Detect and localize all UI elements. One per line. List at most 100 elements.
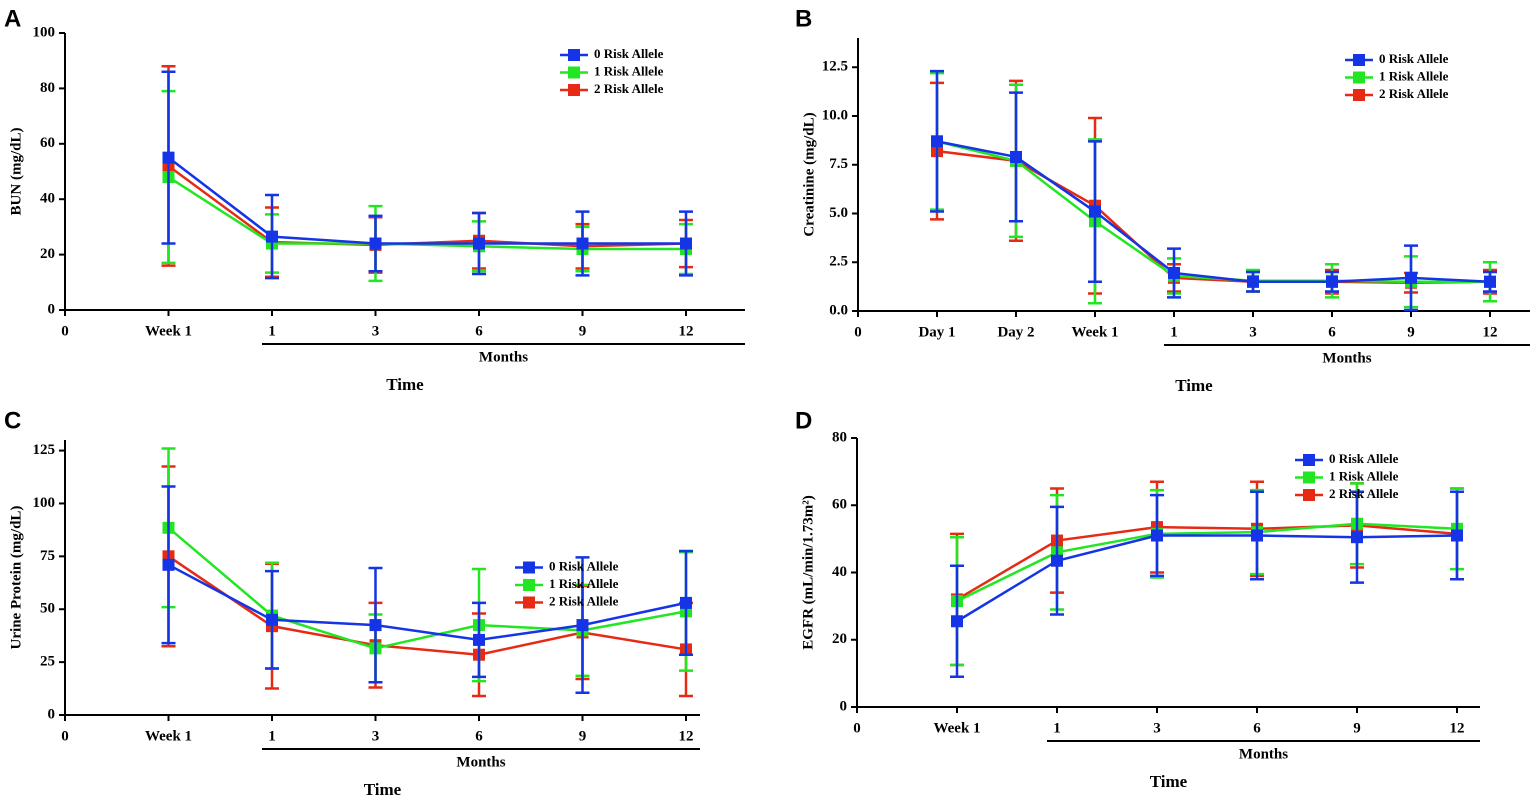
- y-tick-label: 125: [33, 442, 56, 458]
- x-tick-label: 3: [1153, 720, 1161, 736]
- legend-marker: [1353, 71, 1365, 84]
- legend-label: 1 Risk Allele: [1329, 468, 1399, 483]
- marker: [1326, 275, 1338, 288]
- x-tick-label: Week 1: [1071, 324, 1118, 340]
- marker: [162, 558, 175, 571]
- x-tick-label: 9: [579, 728, 587, 744]
- y-tick-label: 100: [33, 24, 56, 40]
- y-tick-label: 80: [832, 429, 847, 445]
- legend-marker: [568, 49, 580, 61]
- legend-label: 2 Risk Allele: [1329, 486, 1399, 501]
- x-tick-label: 9: [1353, 720, 1361, 736]
- x-tick-label: 6: [1253, 720, 1261, 736]
- series-line: [167, 526, 687, 650]
- x-tick-label: 0: [854, 324, 862, 340]
- legend-marker: [523, 561, 535, 574]
- y-tick-label: 7.5: [829, 156, 848, 172]
- panel-letter: C: [4, 407, 21, 434]
- x-tick-label: Week 1: [145, 323, 192, 339]
- legend-label: 2 Risk Allele: [549, 593, 619, 608]
- y-tick-label: 40: [40, 191, 55, 207]
- marker: [680, 237, 692, 250]
- marker: [1247, 275, 1259, 288]
- legend-marker: [1303, 454, 1315, 466]
- x-tick-label: 12: [1450, 720, 1465, 736]
- marker: [473, 237, 485, 250]
- x-tick-label: 9: [1407, 324, 1415, 340]
- y-tick-label: 60: [40, 135, 55, 151]
- series-line: [956, 524, 1458, 601]
- marker: [680, 596, 692, 609]
- panel-letter: B: [795, 5, 812, 32]
- x-tick-label: 1: [268, 323, 276, 339]
- marker: [369, 619, 382, 632]
- marker: [1351, 531, 1363, 544]
- legend-label: 2 Risk Allele: [1379, 86, 1449, 101]
- series-line: [956, 534, 1458, 623]
- series-line: [167, 164, 687, 248]
- legend-marker: [1353, 89, 1365, 101]
- y-tick-label: 0: [48, 706, 56, 722]
- marker: [1151, 529, 1163, 542]
- series-line: [167, 175, 686, 251]
- x-tick-label: 0: [61, 728, 69, 744]
- y-axis-label: EGFR (mL/min/1.73m²): [800, 495, 816, 650]
- series-line: [936, 140, 1491, 283]
- x-tick-label: 1: [268, 728, 276, 744]
- series-line: [956, 522, 1458, 603]
- legend-label: 1 Risk Allele: [1379, 68, 1449, 83]
- series-line: [167, 563, 687, 642]
- legend-marker: [568, 66, 580, 79]
- marker: [266, 230, 278, 243]
- x-tick-label: Week 1: [145, 728, 192, 744]
- marker: [576, 237, 589, 250]
- marker: [369, 237, 382, 250]
- legend-label: 0 Risk Allele: [549, 558, 619, 573]
- marker: [266, 613, 278, 626]
- x-axis-label: Time: [364, 780, 402, 799]
- y-tick-label: 12.5: [822, 59, 848, 75]
- x-tick-label: 1: [1053, 720, 1061, 736]
- y-tick-label: 80: [40, 80, 55, 96]
- marker: [576, 619, 589, 632]
- marker: [951, 615, 963, 628]
- legend-marker: [523, 579, 535, 591]
- series-line: [167, 555, 687, 656]
- x-tick-label: 12: [679, 728, 694, 744]
- x-tick-label: 6: [475, 728, 483, 744]
- x-tick-label: 6: [1328, 324, 1336, 340]
- y-tick-label: 40: [832, 564, 847, 580]
- y-tick-label: 25: [40, 654, 55, 670]
- legend-marker: [1303, 471, 1315, 484]
- legend-label: 0 Risk Allele: [594, 46, 664, 61]
- marker: [1051, 554, 1063, 567]
- y-axis-label: Creatinine (mg/dL): [801, 112, 817, 236]
- months-label: Months: [456, 754, 505, 770]
- y-tick-label: 100: [33, 495, 56, 511]
- y-tick-label: 5.0: [829, 205, 848, 221]
- y-tick-label: 0.0: [829, 302, 848, 318]
- legend-marker: [568, 84, 580, 96]
- x-tick-label: 6: [475, 323, 483, 339]
- x-tick-label: 1: [1170, 324, 1178, 340]
- panel-letter: D: [795, 407, 812, 434]
- x-tick-label: 3: [372, 728, 380, 744]
- legend-label: 0 Risk Allele: [1329, 451, 1399, 466]
- marker: [931, 135, 943, 148]
- y-tick-label: 0: [840, 698, 848, 714]
- x-axis-label: Time: [1175, 376, 1213, 395]
- marker: [162, 151, 175, 164]
- legend-marker: [523, 596, 535, 609]
- legend-label: 0 Risk Allele: [1379, 51, 1449, 66]
- x-axis-label: Time: [1150, 772, 1188, 791]
- x-tick-label: 0: [853, 720, 861, 736]
- x-tick-label: 12: [679, 323, 694, 339]
- y-tick-label: 50: [40, 601, 55, 617]
- legend-marker: [1353, 54, 1365, 66]
- marker: [473, 633, 485, 646]
- x-tick-label: 0: [61, 323, 69, 339]
- series-line: [936, 149, 1491, 284]
- months-label: Months: [1322, 350, 1371, 366]
- months-label: Months: [479, 349, 528, 365]
- x-tick-label: Day 1: [918, 324, 955, 340]
